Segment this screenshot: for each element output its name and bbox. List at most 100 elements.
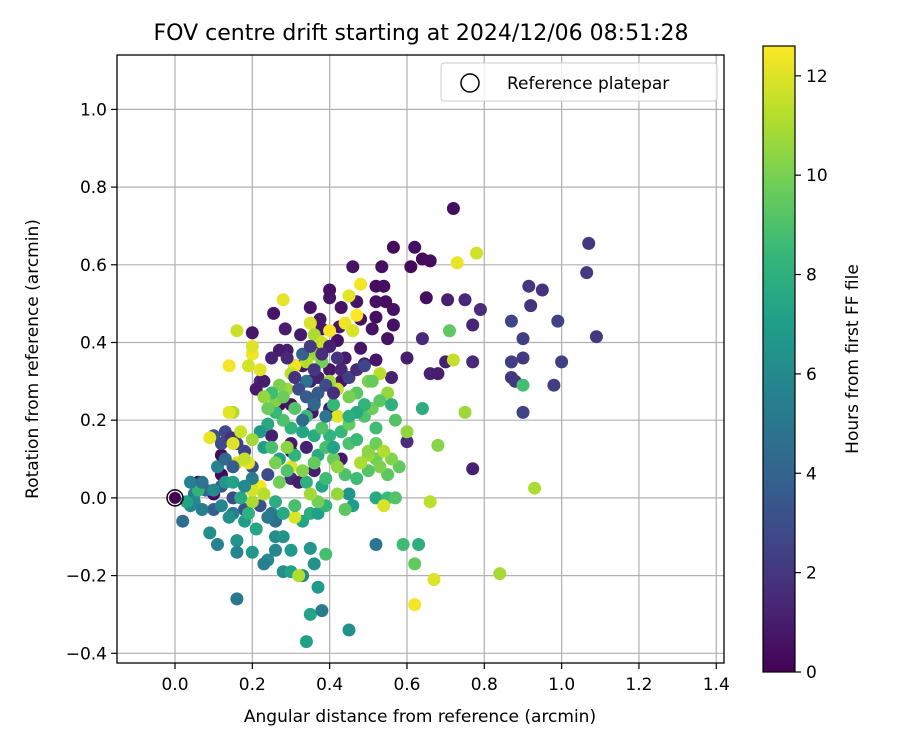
data-point [415, 332, 429, 346]
x-tick-label: 1.0 [548, 675, 575, 695]
data-point [400, 425, 414, 439]
data-point [261, 510, 275, 524]
data-point [377, 279, 391, 293]
colorbar-tick-label: 10 [806, 166, 828, 186]
data-point [257, 374, 271, 388]
data-point [441, 293, 455, 307]
data-point [504, 355, 518, 369]
x-tick-label: 1.4 [703, 675, 730, 695]
data-point [516, 351, 530, 365]
data-point [245, 339, 259, 353]
y-tick-label: 0.0 [80, 489, 107, 509]
data-point [385, 398, 398, 412]
data-point [412, 538, 426, 551]
data-point [303, 339, 317, 353]
x-tick-label: 0.4 [316, 675, 343, 695]
data-point [230, 534, 244, 548]
data-point [303, 541, 317, 555]
data-point [427, 573, 441, 586]
data-point [226, 460, 240, 474]
data-point [473, 303, 487, 316]
data-point [284, 543, 298, 557]
data-point [330, 351, 344, 365]
data-point [342, 289, 356, 303]
data-point [280, 440, 294, 454]
x-tick-label: 0.2 [239, 675, 266, 695]
data-point [589, 330, 603, 344]
data-point [404, 260, 418, 274]
legend-box [440, 62, 718, 102]
y-axis-label: Rotation from reference (arcmin) [23, 219, 43, 499]
data-point [323, 324, 337, 338]
data-point [431, 438, 445, 452]
data-point [365, 322, 379, 336]
data-point [386, 318, 400, 332]
data-point [245, 545, 259, 559]
data-point [375, 260, 389, 274]
data-point [303, 316, 317, 330]
data-point [342, 390, 356, 404]
data-point [408, 557, 422, 571]
data-point [222, 359, 236, 373]
data-point [516, 405, 530, 419]
data-point [307, 363, 321, 377]
data-point [369, 310, 383, 324]
data-point [493, 567, 507, 581]
data-point [242, 506, 255, 520]
data-point [408, 240, 422, 254]
x-axis-label: Angular distance from reference (arcmin) [244, 707, 596, 727]
data-point [261, 402, 275, 415]
data-point [288, 402, 302, 415]
data-point [373, 460, 387, 474]
data-point [450, 256, 464, 270]
data-point [296, 425, 310, 439]
data-point [245, 433, 259, 447]
data-point [354, 341, 368, 355]
data-point [466, 355, 480, 369]
data-point [253, 363, 267, 377]
data-point [269, 495, 282, 509]
legend-reference-marker [460, 73, 480, 93]
data-point [303, 487, 317, 501]
data-point [296, 413, 310, 427]
data-point [311, 580, 325, 594]
x-tick-label: 0.6 [393, 675, 420, 695]
data-point [226, 437, 240, 450]
y-tick-label: 0.2 [80, 411, 107, 431]
data-point [184, 475, 197, 489]
data-point [288, 510, 302, 524]
data-point [245, 326, 259, 340]
data-point [261, 468, 275, 482]
data-point [299, 475, 313, 489]
data-point [458, 405, 472, 419]
data-point [203, 431, 217, 445]
data-point [303, 607, 317, 621]
data-points [168, 202, 603, 649]
data-point [354, 277, 368, 291]
data-point [327, 440, 340, 454]
data-point [294, 328, 308, 342]
reference-platepar-marker [166, 489, 184, 507]
data-point [276, 530, 290, 544]
data-point [230, 545, 244, 559]
data-point [299, 635, 313, 649]
data-point [346, 260, 360, 274]
data-point [249, 522, 263, 536]
data-point [230, 324, 244, 338]
data-point [319, 472, 333, 485]
data-point [207, 483, 221, 497]
x-tick-label: 0.8 [471, 675, 498, 695]
data-point [242, 359, 255, 373]
data-point [222, 510, 236, 524]
data-point [396, 538, 410, 551]
data-point [535, 283, 549, 297]
data-point [458, 293, 472, 307]
data-point [388, 491, 402, 505]
data-point [379, 295, 393, 309]
data-point [226, 475, 240, 489]
y-tick-label: 0.8 [80, 178, 107, 198]
data-point [327, 398, 340, 412]
colorbar-ticks: 0 2 4 6 8 10 12 [795, 67, 828, 683]
